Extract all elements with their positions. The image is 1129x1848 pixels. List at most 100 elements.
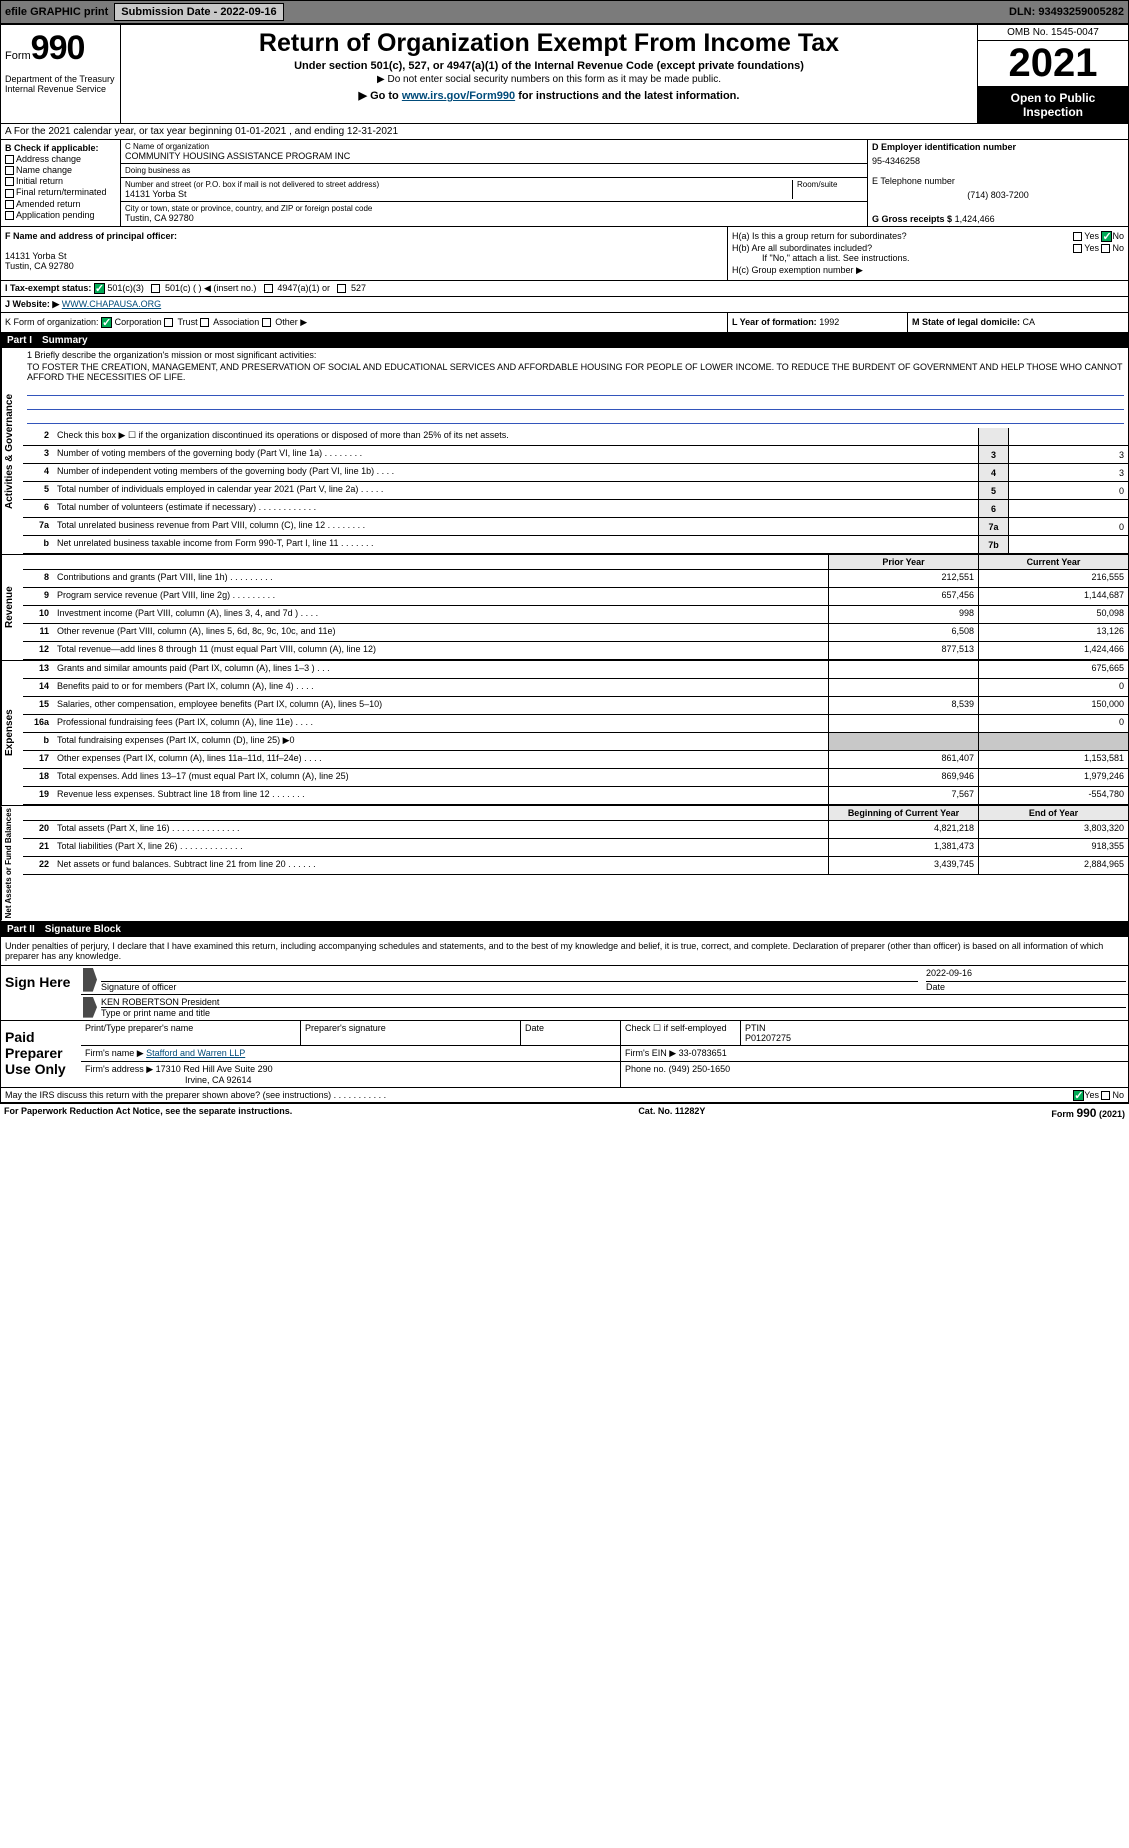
mission-block: 1 Briefly describe the organization's mi… [23,348,1128,428]
check-icon [1101,231,1112,242]
signature-intro: Under penalties of perjury, I declare th… [1,937,1128,966]
prep-ptin-cell: PTINP01207275 [741,1021,1128,1045]
row-f-officer: F Name and address of principal officer:… [1,227,1128,281]
data-line: 8Contributions and grants (Part VIII, li… [23,570,1128,588]
vtab-net-assets: Net Assets or Fund Balances [1,806,23,920]
dln-label: DLN: 93493259005282 [1009,6,1124,18]
phone-label: E Telephone number [872,176,1124,186]
gov-line: 6Total number of volunteers (estimate if… [23,500,1128,518]
net-header-row: Beginning of Current Year End of Year [23,806,1128,821]
dba-row: Doing business as [121,164,867,178]
current-year-header: Current Year [978,555,1128,569]
firm-phone-cell: Phone no. (949) 250-1650 [621,1062,1128,1087]
irs-link[interactable]: www.irs.gov/Form990 [402,90,515,102]
discuss-row: May the IRS discuss this return with the… [1,1088,1128,1103]
beginning-year-header: Beginning of Current Year [828,806,978,820]
form-990-number: 990 [31,29,85,67]
check-icon [1073,1090,1084,1101]
paid-preparer-label: Paid Preparer Use Only [1,1021,81,1087]
ha-row: H(a) Is this a group return for subordin… [732,231,1124,241]
row-a-tax-year: A For the 2021 calendar year, or tax yea… [1,124,1128,140]
prep-name-header: Print/Type preparer's name [81,1021,301,1045]
officer-addr1: 14131 Yorba St [5,251,723,261]
city-value: Tustin, CA 92780 [125,213,863,223]
efile-label: efile GRAPHIC print [5,6,108,18]
room-label: Room/suite [797,180,863,189]
chk-name-change[interactable]: Name change [5,165,116,175]
street-label: Number and street (or P.O. box if mail i… [125,180,788,189]
chk-amended-return[interactable]: Amended return [5,199,116,209]
officer-name: KEN ROBERTSON President [101,997,1126,1008]
sig-date: 2022-09-16 [926,968,1126,982]
end-year-header: End of Year [978,806,1128,820]
arrow-icon [83,968,97,992]
col-d-ein-phone: D Employer identification number 95-4346… [868,140,1128,226]
revenue-header-row: Prior Year Current Year [23,555,1128,570]
governance-section: Activities & Governance 1 Briefly descri… [1,348,1128,555]
col-c-org-info: C Name of organization COMMUNITY HOUSING… [121,140,868,226]
officer-name-line: KEN ROBERTSON President Type or print na… [81,995,1128,1020]
part-2-num: Part II [7,924,35,935]
phone-value: (714) 803-7200 [872,190,1124,200]
part-1-num: Part I [7,335,32,346]
expenses-section: Expenses 13Grants and similar amounts pa… [1,661,1128,806]
officer-addr2: Tustin, CA 92780 [5,261,723,271]
prep-firm-row: Firm's name ▶ Stafford and Warren LLP Fi… [81,1046,1128,1062]
gov-line: 3Number of voting members of the governi… [23,446,1128,464]
data-line: 19Revenue less expenses. Subtract line 1… [23,787,1128,805]
hb-note: If "No," attach a list. See instructions… [762,253,1124,263]
data-line: 12Total revenue—add lines 8 through 11 (… [23,642,1128,660]
vtab-revenue: Revenue [1,555,23,660]
data-line: 21Total liabilities (Part X, line 26) . … [23,839,1128,857]
prep-addr-row: Firm's address ▶ 17310 Red Hill Ave Suit… [81,1062,1128,1087]
cat-number: Cat. No. 11282Y [638,1106,705,1120]
net-assets-section: Net Assets or Fund Balances Beginning of… [1,806,1128,921]
tax-year: 2021 [978,41,1128,87]
omb-number: OMB No. 1545-0047 [978,25,1128,41]
gross-receipts: G Gross receipts $ 1,424,466 [872,214,1124,224]
firm-link[interactable]: Stafford and Warren LLP [146,1048,245,1058]
hb-row: H(b) Are all subordinates included? Yes … [732,243,1124,253]
chk-initial-return[interactable]: Initial return [5,176,116,186]
dba-label: Doing business as [125,166,863,175]
chk-final-return[interactable]: Final return/terminated [5,187,116,197]
col-b-header: B Check if applicable: [5,143,116,153]
year-cell: OMB No. 1545-0047 2021 Open to Public In… [978,25,1128,123]
firm-ein-cell: Firm's EIN ▶ 33-0783651 [621,1046,1128,1061]
subtitle: Under section 501(c), 527, or 4947(a)(1)… [125,60,973,72]
city-label: City or town, state or province, country… [125,204,863,213]
data-line: 17Other expenses (Part IX, column (A), l… [23,751,1128,769]
vtab-governance: Activities & Governance [1,348,23,554]
submission-date-button[interactable]: Submission Date - 2022-09-16 [114,3,283,21]
org-name-row: C Name of organization COMMUNITY HOUSING… [121,140,867,164]
group-return-cell: H(a) Is this a group return for subordin… [728,227,1128,280]
officer-name-label: Type or print name and title [101,1008,1126,1018]
principal-officer-cell: F Name and address of principal officer:… [1,227,728,280]
org-name: COMMUNITY HOUSING ASSISTANCE PROGRAM INC [125,151,863,161]
goto-line: ▶ Go to www.irs.gov/Form990 for instruct… [125,89,973,102]
goto-prefix: ▶ Go to [359,90,402,102]
website-link[interactable]: WWW.CHAPAUSA.ORG [62,299,161,309]
prep-date-header: Date [521,1021,621,1045]
firm-name-cell: Firm's name ▶ Stafford and Warren LLP [81,1046,621,1061]
gov-line: bNet unrelated business taxable income f… [23,536,1128,554]
gov-line: 4Number of independent voting members of… [23,464,1128,482]
sign-here-label: Sign Here [1,966,81,1020]
form-header: Form990 Department of the Treasury Inter… [1,25,1128,124]
officer-sig-line: Signature of officer 2022-09-16 Date [81,966,1128,995]
mission-text: TO FOSTER THE CREATION, MANAGEMENT, AND … [27,362,1124,382]
data-line: 10Investment income (Part VIII, column (… [23,606,1128,624]
revenue-section: Revenue Prior Year Current Year 8Contrib… [1,555,1128,661]
data-line: 18Total expenses. Add lines 13–17 (must … [23,769,1128,787]
prep-sig-header: Preparer's signature [301,1021,521,1045]
paid-preparer-row: Paid Preparer Use Only Print/Type prepar… [1,1021,1128,1088]
form-number-cell: Form990 Department of the Treasury Inter… [1,25,121,123]
chk-address-change[interactable]: Address change [5,154,116,164]
paperwork-notice: For Paperwork Reduction Act Notice, see … [4,1106,292,1120]
main-info-block: B Check if applicable: Address change Na… [1,140,1128,227]
form-org-cell: K Form of organization: Corporation Trus… [1,313,728,332]
street-row: Number and street (or P.O. box if mail i… [121,178,867,202]
sign-here-row: Sign Here Signature of officer 2022-09-1… [1,966,1128,1021]
org-name-label: C Name of organization [125,142,863,151]
chk-application-pending[interactable]: Application pending [5,210,116,220]
